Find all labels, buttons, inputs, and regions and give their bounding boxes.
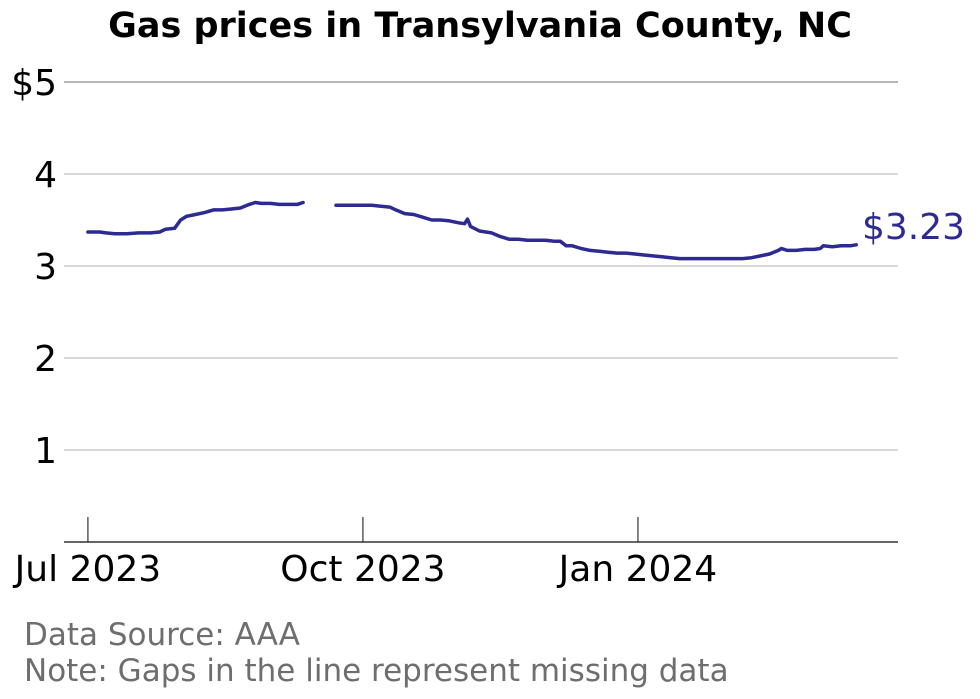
- gridlines: [64, 81, 898, 451]
- latest-price-label: $3.23: [862, 207, 965, 248]
- chart-title: Gas prices in Transylvania County, NC: [108, 6, 852, 46]
- y-axis-ticks: 1 2 3 4 $5: [11, 63, 57, 472]
- gas-price-chart: Gas prices in Transylvania County, NC 1 2…: [11, 6, 965, 590]
- price-line-segment: [334, 203, 858, 261]
- y-tick-label: 4: [34, 155, 57, 196]
- x-tick-label: Jul 2023: [13, 549, 162, 590]
- x-tick-label: Oct 2023: [280, 549, 445, 590]
- x-tick-label: Jan 2024: [557, 549, 718, 590]
- price-line-segment: [86, 200, 305, 236]
- y-tick-label: 1: [34, 431, 57, 472]
- y-tick-label: 3: [34, 247, 57, 288]
- data-source-note: Data Source: AAA: [24, 617, 300, 653]
- y-tick-label: 2: [34, 339, 57, 380]
- missing-data-note: Note: Gaps in the line represent missing…: [24, 653, 729, 689]
- price-line: [86, 200, 858, 261]
- y-tick-label: $5: [11, 63, 57, 104]
- x-axis-ticks: Jul 2023 Oct 2023 Jan 2024: [13, 517, 718, 590]
